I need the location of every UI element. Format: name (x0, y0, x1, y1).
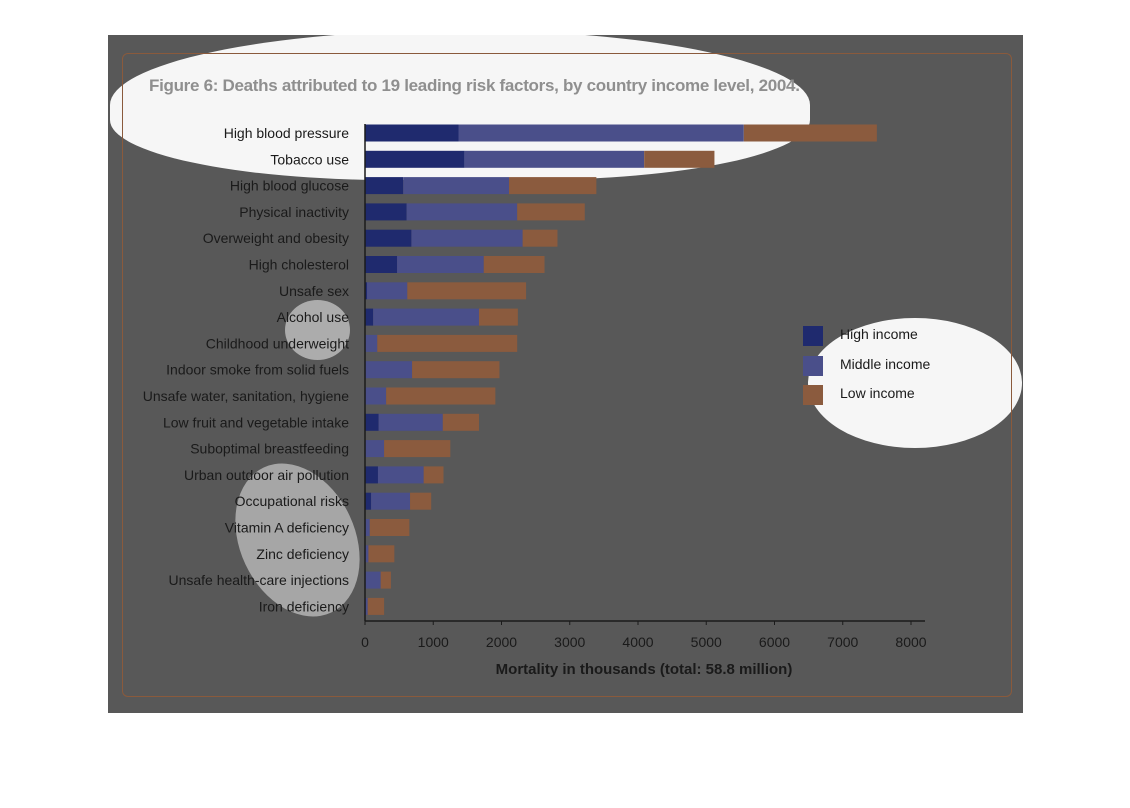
bar-1-7 (365, 282, 368, 300)
bar-3-1 (743, 124, 877, 142)
bar-3-15 (410, 492, 432, 510)
x-tick-label: 8000 (895, 634, 926, 650)
bar-3-5 (522, 229, 558, 247)
bar-1-12 (365, 413, 379, 431)
bar-3-3 (509, 177, 597, 195)
category-label: Alcohol use (277, 309, 350, 325)
category-label: High cholesterol (249, 257, 349, 273)
category-label: High blood pressure (224, 125, 350, 141)
bar-1-14 (365, 466, 378, 484)
bar-2-11 (365, 387, 387, 405)
category-label: Urban outdoor air pollution (184, 467, 349, 483)
bar-2-13 (365, 440, 385, 458)
bar-3-9 (377, 334, 518, 352)
bar-1-3 (365, 177, 404, 195)
bar-2-9 (365, 334, 378, 352)
category-label: Overweight and obesity (203, 230, 349, 246)
legend-swatch (803, 326, 823, 346)
bar-3-18 (380, 571, 391, 589)
bar-2-3 (403, 177, 510, 195)
x-tick-label: 6000 (759, 634, 790, 650)
bar-1-4 (365, 203, 407, 221)
category-label: Occupational risks (235, 493, 349, 509)
x-tick-label: 0 (361, 634, 369, 650)
legend-swatch (803, 385, 823, 405)
category-label: Unsafe health-care injections (168, 572, 349, 588)
bar-3-2 (644, 150, 715, 168)
x-tick-label: 5000 (691, 634, 722, 650)
category-label: Suboptimal breastfeeding (190, 441, 349, 457)
category-label: Unsafe water, sanitation, hygiene (143, 388, 349, 404)
legend-label: High income (840, 326, 918, 342)
highlight-overlay-label (285, 300, 350, 360)
x-tick-label: 2000 (486, 634, 517, 650)
x-tick-label: 4000 (622, 634, 653, 650)
category-label: Tobacco use (270, 151, 349, 167)
bar-2-14 (377, 466, 424, 484)
bar-3-16 (369, 519, 410, 536)
x-axis-label: Mortality in thousands (total: 58.8 mill… (496, 661, 793, 678)
bar-2-7 (367, 282, 408, 300)
bar-2-4 (406, 203, 518, 221)
bar-1-15 (365, 492, 372, 510)
bar-2-12 (378, 413, 443, 431)
bar-2-6 (397, 256, 484, 273)
bar-3-17 (368, 545, 395, 563)
bar-3-4 (517, 203, 585, 221)
category-label: Indoor smoke from solid fuels (166, 362, 349, 378)
legend-label: Middle income (840, 355, 931, 372)
bar-2-10 (365, 361, 413, 379)
category-label: High blood glucose (230, 178, 349, 194)
category-label: Iron deficiency (259, 598, 349, 614)
bar-2-17 (365, 545, 369, 563)
bar-3-11 (386, 387, 496, 405)
bar-2-2 (464, 150, 645, 168)
bar-3-10 (412, 361, 500, 379)
bar-3-6 (483, 256, 545, 273)
bar-2-8 (373, 308, 479, 326)
figure-frame (122, 53, 1012, 697)
bar-3-14 (423, 466, 444, 484)
x-tick-label: 1000 (418, 634, 449, 650)
highlight-overlay-legend (808, 318, 1022, 448)
legend-swatch (803, 355, 823, 376)
legend-label: Low income (840, 385, 915, 401)
category-label: Unsafe sex (279, 283, 349, 299)
bar-3-12 (442, 413, 479, 431)
category-label: Zinc deficiency (256, 546, 349, 562)
bar-3-13 (384, 440, 451, 458)
bar-2-18 (365, 571, 381, 589)
bar-1-5 (365, 229, 412, 247)
bar-1-8 (365, 308, 374, 326)
category-label: Childhood underweight (206, 335, 349, 351)
category-label: Physical inactivity (239, 204, 349, 220)
x-tick-label: 3000 (554, 634, 585, 650)
bar-2-16 (365, 519, 370, 536)
bar-2-15 (371, 492, 411, 510)
bar-1-2 (365, 150, 465, 168)
bar-2-19 (365, 597, 368, 615)
bar-3-19 (367, 597, 385, 615)
x-tick-label: 7000 (827, 634, 858, 650)
category-label: Low fruit and vegetable intake (163, 414, 349, 430)
bar-3-8 (478, 308, 518, 326)
category-label: Vitamin A deficiency (225, 520, 349, 536)
bar-3-7 (407, 282, 527, 300)
bar-1-6 (365, 256, 398, 273)
bar-2-1 (458, 124, 744, 142)
bar-1-1 (365, 124, 459, 142)
bar-2-5 (411, 229, 523, 247)
chart-title: Figure 6: Deaths attributed to 19 leadin… (149, 76, 800, 95)
